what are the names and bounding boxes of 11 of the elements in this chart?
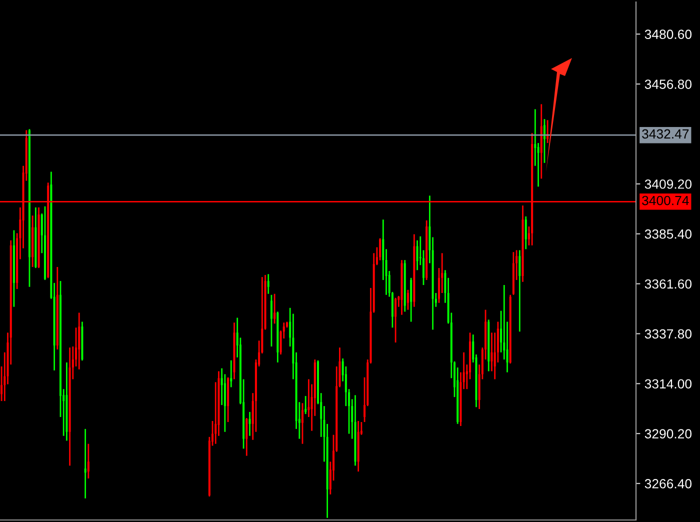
ref-line-label: 3432.47 [642,129,689,139]
y-tick-label: 3337.80 [644,329,692,339]
ref-line-label: 3400.74 [642,196,689,206]
y-tick-label: 3361.60 [644,279,692,289]
y-tick-label: 3480.60 [644,30,692,40]
y-tick-label: 3385.40 [644,229,692,239]
y-tick-label: 3456.80 [644,80,692,89]
y-tick-label: 3266.40 [644,479,692,488]
y-tick-label: 3314.00 [644,379,692,389]
y-tick-label: 3290.20 [644,429,692,438]
y-tick-label: 3409.20 [644,179,692,189]
